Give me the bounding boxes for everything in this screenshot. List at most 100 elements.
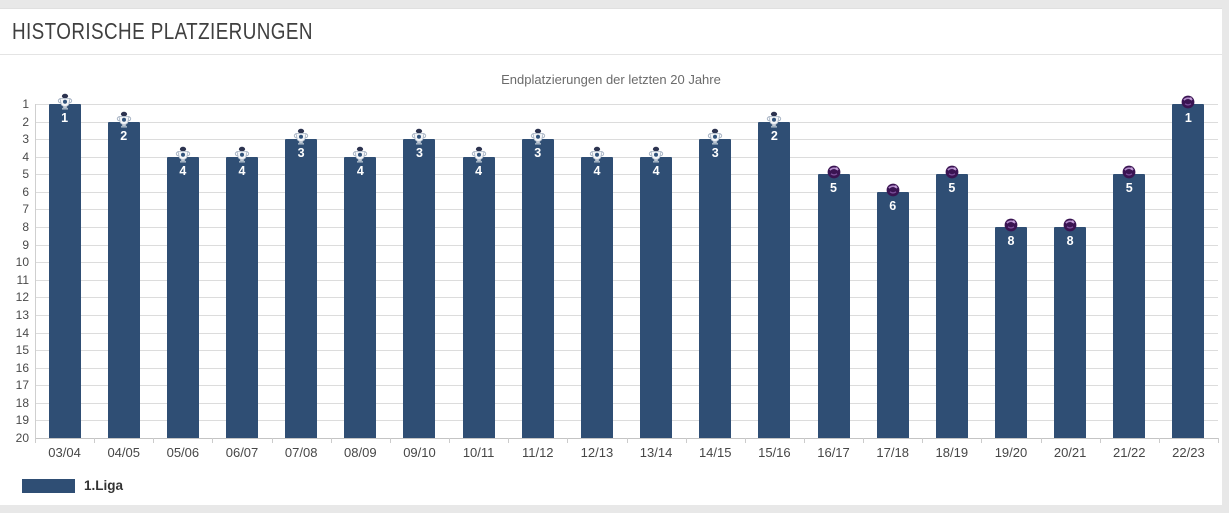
- bar-value-label: 3: [415, 146, 423, 161]
- league-badge-crest-icon: [470, 146, 488, 164]
- season-bar[interactable]: 5: [817, 165, 850, 438]
- y-axis-tick-label: 12: [15, 290, 29, 305]
- league-badge-crest-icon: [588, 146, 606, 164]
- gridline: [35, 244, 1218, 246]
- x-axis-label: 12/13: [580, 445, 614, 460]
- gridline: [35, 385, 1218, 387]
- x-axis-label: 21/22: [1112, 445, 1146, 460]
- league-badge-lion-icon: [1179, 93, 1197, 111]
- gridline: [35, 209, 1218, 211]
- legend[interactable]: 1.Liga: [22, 478, 1222, 493]
- x-axis-label: 11/12: [521, 445, 554, 460]
- x-axis-label: 20/21: [1053, 445, 1087, 460]
- x-axis-tick: [35, 438, 36, 443]
- y-axis-tick-label: 18: [15, 395, 29, 410]
- league-badge-crest-icon: [115, 111, 133, 129]
- x-axis-label: 13/14: [639, 445, 673, 460]
- card-header: HISTORISCHE PLATZIERUNGEN: [0, 9, 1222, 55]
- bar-value-label: 4: [593, 163, 601, 178]
- season-bar[interactable]: 2: [107, 111, 140, 438]
- season-bar[interactable]: 4: [640, 146, 673, 438]
- season-bar[interactable]: 8: [994, 218, 1027, 438]
- y-axis-tick-label: 3: [22, 132, 29, 147]
- x-axis-label: 15/16: [758, 445, 791, 460]
- league-badge-crest-icon: [765, 111, 783, 129]
- y-axis-tick-label: 20: [15, 431, 29, 445]
- x-axis-tick: [508, 438, 510, 443]
- x-axis-label: 14/15: [698, 445, 732, 460]
- x-axis-label: 07/08: [284, 445, 318, 460]
- gridline: [35, 279, 1218, 281]
- bar-value-label: 4: [652, 163, 660, 178]
- x-axis-tick: [744, 438, 746, 443]
- y-axis-tick-label: 10: [15, 255, 29, 270]
- x-axis-label: 19/20: [994, 445, 1028, 460]
- y-axis-tick-label: 14: [15, 325, 29, 340]
- x-axis-tick: [212, 438, 214, 443]
- y-axis-tick-label: 11: [16, 272, 29, 287]
- x-axis-tick: [685, 438, 687, 443]
- season-bar[interactable]: 3: [521, 128, 554, 438]
- x-axis-tick: [389, 438, 391, 443]
- league-badge-crest-icon: [56, 93, 74, 111]
- season-bar[interactable]: 4: [344, 146, 377, 438]
- x-axis-label: 17/18: [876, 445, 909, 460]
- gridline: [35, 402, 1218, 404]
- gridline: [35, 104, 1218, 105]
- season-bar[interactable]: 3: [403, 128, 436, 438]
- season-bar[interactable]: 4: [580, 146, 613, 438]
- gridline: [35, 350, 1218, 352]
- season-bar[interactable]: 6: [876, 183, 909, 438]
- page-title: HISTORISCHE PLATZIERUNGEN: [12, 18, 313, 44]
- league-badge-crest-icon: [647, 146, 665, 164]
- y-axis-tick-label: 7: [22, 202, 29, 217]
- y-axis-tick-label: 5: [22, 167, 29, 182]
- x-axis-label: 04/05: [107, 445, 140, 460]
- bar-value-label: 2: [120, 128, 128, 143]
- season-bar[interactable]: 4: [226, 146, 259, 438]
- season-bar[interactable]: 1: [1172, 95, 1205, 438]
- gridline: [35, 156, 1218, 158]
- league-badge-lion-icon: [1002, 216, 1020, 234]
- x-axis-tick: [1099, 438, 1101, 443]
- y-axis-tick-label: 16: [15, 360, 29, 375]
- season-bar[interactable]: 5: [1113, 165, 1146, 438]
- season-bar[interactable]: 3: [285, 128, 318, 438]
- season-bar[interactable]: 3: [699, 128, 732, 438]
- league-badge-lion-icon: [943, 163, 961, 181]
- gridline: [35, 174, 1218, 176]
- bar-value-label: 1: [61, 111, 69, 125]
- bar-value-label: 3: [711, 146, 719, 161]
- league-badge-crest-icon: [351, 146, 369, 164]
- x-axis-tick: [803, 438, 805, 443]
- y-axis-tick-label: 13: [15, 307, 29, 322]
- y-axis-tick-label: 8: [22, 220, 29, 235]
- season-bar[interactable]: 1: [48, 93, 81, 438]
- chart-title: Endplatzierungen der letzten 20 Jahre: [501, 72, 721, 87]
- x-axis-tick: [626, 438, 628, 443]
- league-badge-crest-icon: [410, 128, 428, 146]
- y-axis-tick-label: 15: [15, 343, 29, 358]
- y-axis-tick-label: 17: [15, 378, 29, 393]
- league-badge-crest-icon: [174, 146, 192, 164]
- league-badge-lion-icon: [825, 163, 843, 181]
- x-axis-tick: [94, 438, 96, 443]
- season-bar[interactable]: 4: [166, 146, 199, 438]
- y-axis-tick-label: 4: [22, 149, 29, 164]
- x-axis-label: 08/09: [344, 445, 377, 460]
- bar-value-label: 5: [830, 181, 837, 196]
- gridline: [35, 314, 1218, 316]
- gridline: [35, 332, 1218, 334]
- season-bar[interactable]: 4: [462, 146, 495, 438]
- x-axis-label: 10/11: [462, 445, 495, 460]
- bar-value-label: 8: [1007, 234, 1015, 249]
- season-bar[interactable]: 2: [758, 111, 791, 438]
- gridline: [35, 420, 1218, 422]
- bar-value-label: 8: [1066, 234, 1074, 249]
- season-bar[interactable]: 5: [935, 165, 968, 438]
- season-bar[interactable]: 8: [1054, 218, 1087, 438]
- x-axis-label: 06/07: [225, 445, 259, 460]
- x-axis-tick: [1158, 438, 1160, 443]
- x-axis-label: 05/06: [166, 445, 200, 460]
